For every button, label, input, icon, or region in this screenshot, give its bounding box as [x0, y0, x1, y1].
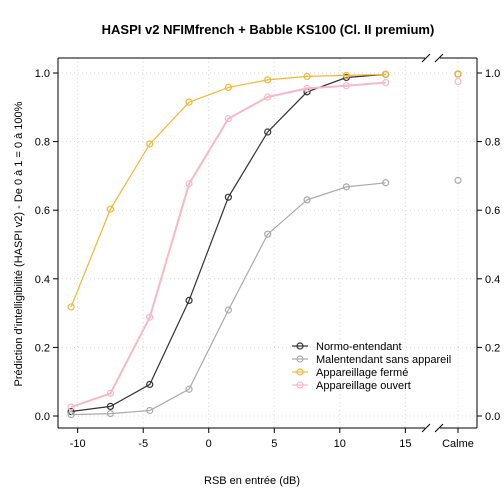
data-point: [264, 128, 272, 136]
data-point: [342, 71, 350, 80]
y-tick-label-left: 0.2: [35, 342, 50, 354]
data-point: [106, 389, 115, 397]
data-point-calme: [454, 176, 462, 184]
x-tick-label: -10: [70, 438, 86, 450]
data-point: [342, 82, 350, 90]
x-axis-label: RSB en entrée (dB): [204, 475, 300, 487]
axis-break-mark: [434, 53, 444, 63]
data-point: [224, 115, 232, 123]
data-point: [303, 72, 311, 81]
series-line-1: [71, 182, 386, 416]
data-point: [264, 230, 272, 238]
data-point: [146, 406, 154, 415]
data-point: [185, 98, 193, 106]
data-point: [67, 403, 75, 411]
axis-break-mark: [421, 423, 431, 433]
data-point: [264, 93, 272, 101]
y-tick-label-left: 0.6: [35, 205, 50, 217]
legend-entry: Malentendant sans appareil: [316, 354, 451, 366]
legend-marker: [296, 355, 304, 363]
data-point: [146, 313, 154, 321]
data-point: [185, 296, 193, 305]
data-point: [382, 179, 390, 187]
series-line-3: [70, 81, 386, 409]
data-point: [146, 140, 154, 148]
data-point: [382, 70, 390, 78]
series-line-0: [71, 73, 386, 413]
data-point: [224, 193, 232, 201]
y-tick-label-right: 0.6: [485, 205, 500, 217]
data-point: [106, 205, 115, 213]
y-tick-label-right: 0.8: [485, 137, 500, 149]
legend-entry: Normo-entendant: [316, 341, 402, 353]
data-point: [106, 409, 115, 418]
series-group: [67, 70, 462, 419]
axis-break-mark: [421, 53, 431, 63]
x-tick-label: 10: [334, 438, 346, 450]
data-point: [303, 84, 311, 93]
y-tick-label-left: 0.8: [35, 137, 50, 149]
data-point: [303, 196, 311, 204]
y-tick-label-right: 0.4: [485, 274, 500, 286]
data-point: [106, 402, 115, 410]
legend-marker: [296, 381, 304, 389]
axes: -10 -5 0 5 10 15 Calme 0.0 0.0 0.2 0.2 0.4 0.4 0.6 0.6…: [35, 68, 501, 450]
x-tick-label-calme: Calme: [442, 438, 474, 450]
x-tick-label: 0: [206, 438, 212, 450]
data-point: [224, 306, 232, 314]
x-tick-label: -5: [138, 438, 148, 450]
x-tick-label: 15: [399, 438, 411, 450]
y-tick-label-left: 0.0: [35, 411, 50, 423]
data-point: [146, 380, 154, 389]
y-tick-label-left: 0.4: [35, 274, 50, 286]
grid: [58, 58, 477, 428]
data-point: [342, 73, 350, 82]
data-point: [342, 183, 350, 191]
data-point-calme: [454, 77, 462, 86]
data-point: [382, 79, 390, 87]
chart-title: HASPI v2 NFIMfrench + Babble KS100 (Cl. …: [102, 22, 435, 37]
y-tick-label-left: 1.0: [35, 68, 50, 80]
y-axis-label: Prédiction d'intelligibilité (HASPI v2) …: [13, 101, 25, 386]
legend-entry: Appareillage fermé: [316, 367, 408, 379]
y-tick-label-right: 0.2: [485, 342, 500, 354]
data-point: [185, 385, 193, 393]
x-tick-label: 5: [271, 438, 277, 450]
axis-break-mark: [434, 423, 444, 433]
data-point: [185, 180, 193, 188]
legend-entry: Appareillage ouvert: [316, 380, 411, 392]
series-line-2: [70, 73, 386, 308]
data-point: [67, 303, 75, 311]
data-point: [67, 411, 75, 419]
y-tick-label-right: 1.0: [485, 68, 500, 80]
legend-marker: [296, 368, 304, 376]
data-point-calme: [454, 70, 462, 78]
data-point: [264, 76, 272, 84]
data-point: [224, 83, 232, 92]
y-tick-label-right: 0.0: [485, 411, 500, 423]
legend-marker: [296, 342, 304, 350]
